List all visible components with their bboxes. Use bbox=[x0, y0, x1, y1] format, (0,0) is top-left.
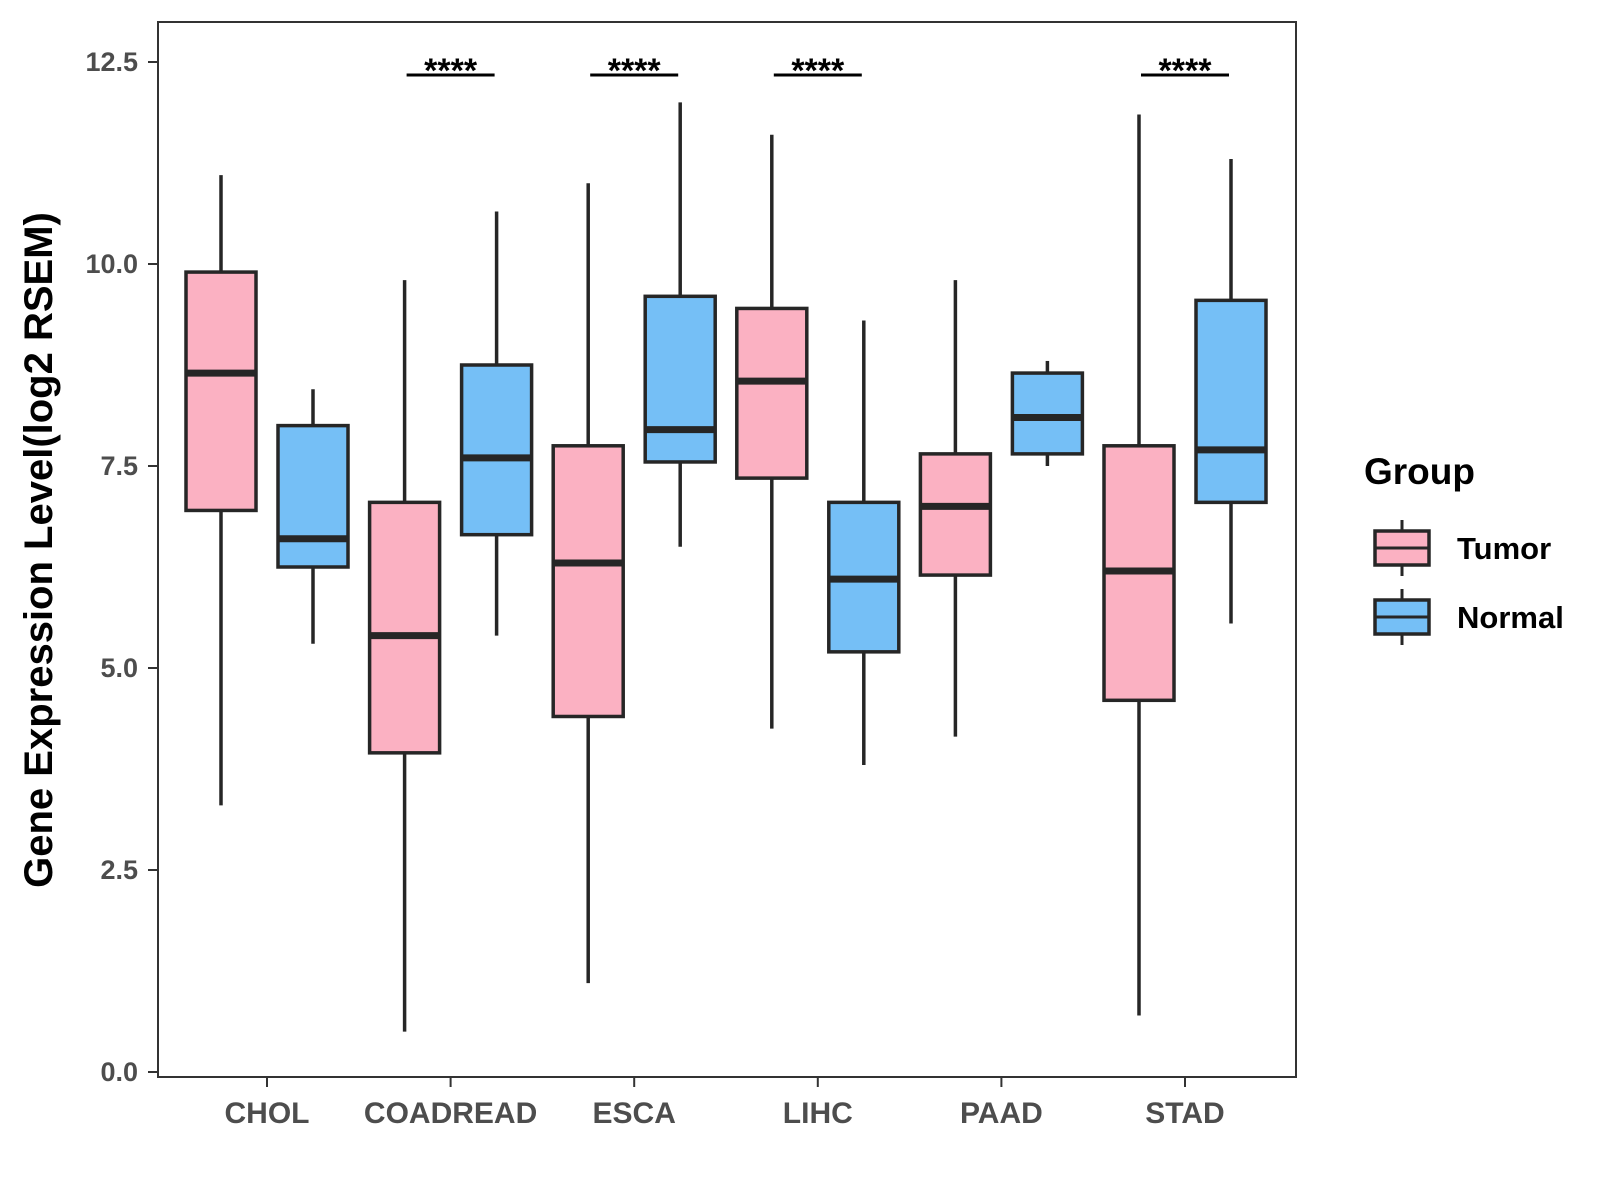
box-body bbox=[551, 444, 625, 719]
y-tick-label: 7.5 bbox=[100, 451, 138, 481]
legend-label: Normal bbox=[1457, 600, 1564, 635]
box-body bbox=[918, 452, 993, 577]
legend-label: Tumor bbox=[1457, 531, 1551, 566]
box-normal-esca bbox=[643, 102, 717, 547]
x-tick-label: CHOL bbox=[225, 1097, 310, 1130]
box-body bbox=[643, 294, 717, 464]
y-tick-label: 10.0 bbox=[85, 249, 138, 279]
box-tumor-lihc bbox=[735, 134, 809, 729]
y-tick-label: 12.5 bbox=[85, 47, 138, 77]
y-axis: 0.0 2.5 5.0 7.5 10.0 12.5 bbox=[85, 22, 159, 1087]
box-normal-lihc bbox=[827, 320, 901, 765]
box-tumor-esca bbox=[551, 183, 625, 984]
box-body bbox=[459, 363, 534, 537]
box-tumor-coadread bbox=[367, 280, 442, 1032]
y-tick-label: 2.5 bbox=[100, 855, 138, 885]
x-axis: CHOL COADREAD ESCA LIHC PAAD STAD bbox=[225, 1077, 1225, 1130]
legend-item-normal: Normal bbox=[1373, 589, 1564, 645]
x-tick-label: STAD bbox=[1145, 1097, 1224, 1130]
legend-title: Group bbox=[1364, 451, 1475, 492]
box-body bbox=[276, 423, 350, 569]
box-body bbox=[1194, 298, 1268, 505]
significance-label: **** bbox=[424, 52, 478, 90]
box-normal-paad bbox=[1010, 360, 1085, 466]
significance-label: **** bbox=[1159, 52, 1213, 90]
x-tick-label: LIHC bbox=[783, 1097, 853, 1130]
box-layer bbox=[184, 102, 1268, 1032]
box-tumor-stad bbox=[1102, 114, 1176, 1016]
y-tick-label: 5.0 bbox=[100, 653, 138, 683]
x-tick-label: PAAD bbox=[960, 1097, 1043, 1130]
box-tumor-paad bbox=[918, 280, 993, 737]
legend: Group Tumor Normal bbox=[1364, 451, 1564, 645]
box-normal-chol bbox=[276, 389, 350, 644]
significance-layer: **** **** **** **** bbox=[406, 52, 1229, 90]
x-tick-label: COADREAD bbox=[364, 1097, 537, 1130]
box-body bbox=[1010, 371, 1085, 456]
x-tick-label: ESCA bbox=[593, 1097, 676, 1130]
box-body bbox=[184, 270, 258, 513]
box-body bbox=[367, 500, 442, 755]
y-axis-title: Gene Expression Level(log2 RSEM) bbox=[17, 212, 61, 888]
box-normal-stad bbox=[1194, 158, 1268, 624]
significance-label: **** bbox=[608, 52, 662, 90]
box-normal-coadread bbox=[459, 211, 534, 636]
y-tick-label: 0.0 bbox=[100, 1057, 138, 1087]
box-body bbox=[735, 306, 809, 480]
significance-label: **** bbox=[791, 52, 845, 90]
legend-item-tumor: Tumor bbox=[1373, 520, 1551, 576]
box-tumor-chol bbox=[184, 175, 258, 806]
